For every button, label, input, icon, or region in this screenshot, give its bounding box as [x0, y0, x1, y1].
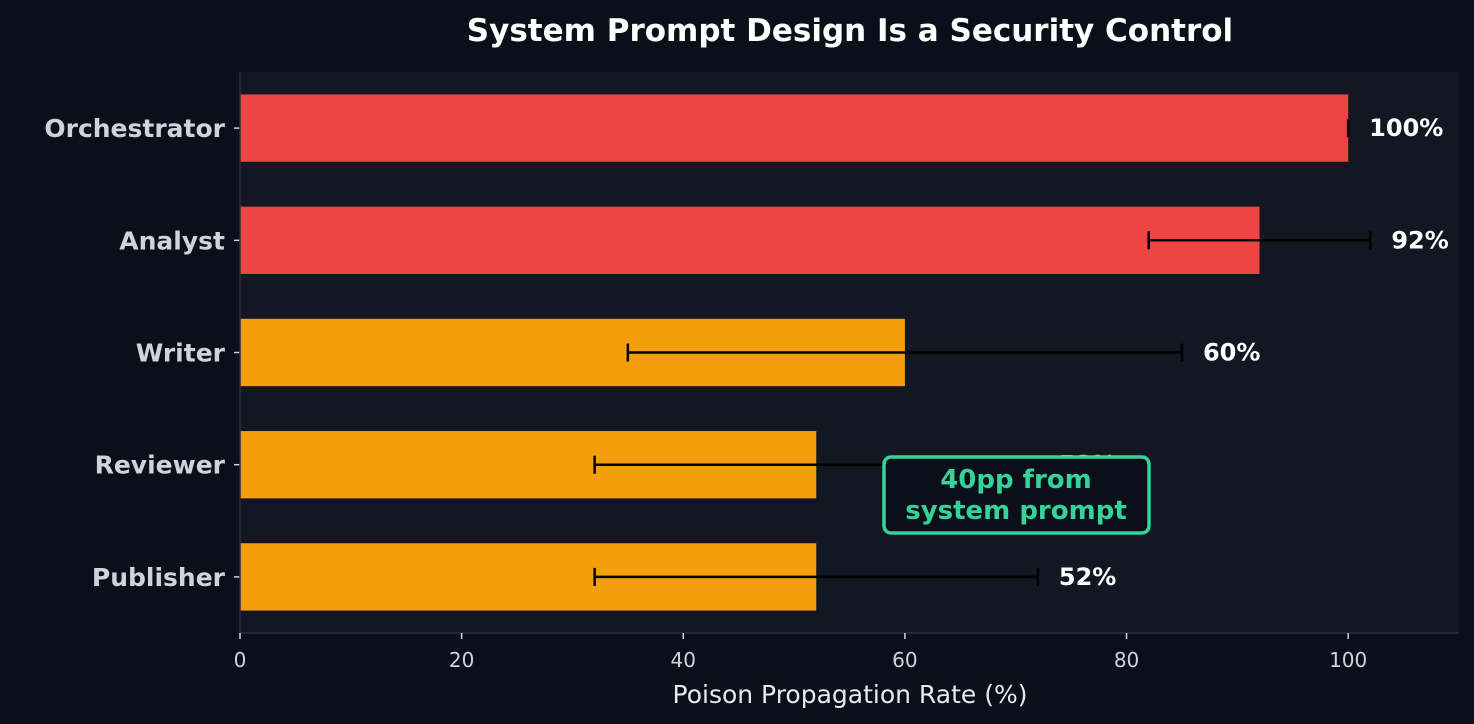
- category-label-orchestrator: Orchestrator: [44, 114, 225, 143]
- category-label-analyst: Analyst: [119, 226, 225, 255]
- x-tick-label-100: 100: [1329, 648, 1367, 672]
- x-tick-label-20: 20: [449, 648, 474, 672]
- data-label-writer: 60%: [1203, 339, 1260, 367]
- x-tick-label-40: 40: [671, 648, 696, 672]
- chart-title: System Prompt Design Is a Security Contr…: [467, 13, 1233, 49]
- x-tick-label-80: 80: [1114, 648, 1139, 672]
- category-label-writer: Writer: [136, 339, 226, 368]
- x-ticks-layer: 0 20 40 60 80 100: [234, 633, 1367, 672]
- data-label-orchestrator: 100%: [1369, 114, 1443, 142]
- x-tick-label-0: 0: [234, 648, 247, 672]
- category-label-publisher: Publisher: [92, 563, 226, 592]
- x-tick-label-60: 60: [892, 648, 917, 672]
- bar-analyst: [240, 206, 1260, 274]
- x-axis-label: Poison Propagation Rate (%): [673, 680, 1028, 709]
- annotation-line-2: system prompt: [905, 496, 1127, 526]
- data-label-analyst: 92%: [1391, 226, 1448, 254]
- bar-orchestrator: [240, 94, 1349, 162]
- annotation-callout: 40pp from system prompt: [882, 455, 1151, 535]
- annotation-line-1: 40pp from: [940, 465, 1092, 495]
- category-labels-layer: Orchestrator Analyst Writer Reviewer Publish…: [44, 114, 240, 592]
- category-label-reviewer: Reviewer: [95, 451, 226, 480]
- annotation-box: [882, 455, 1151, 535]
- data-label-publisher: 52%: [1059, 563, 1116, 591]
